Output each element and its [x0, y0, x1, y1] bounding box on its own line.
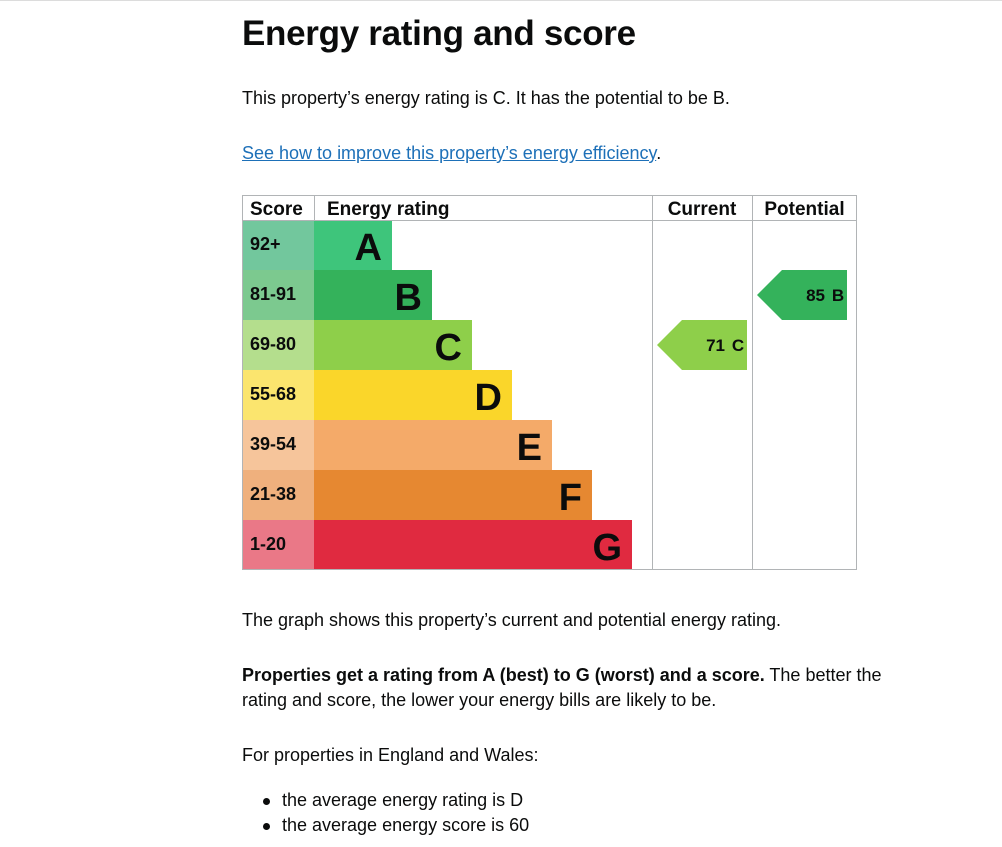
score-range-c: 69-80 [250, 334, 296, 354]
score-range-e: 39-54 [250, 434, 296, 454]
score-range-d: 55-68 [250, 384, 296, 404]
rating-bar-a [314, 220, 392, 270]
rating-bar-f [314, 470, 592, 520]
score-range-a: 92+ [250, 234, 281, 254]
score-cell-c [242, 320, 314, 370]
rating-letter-a: A [355, 227, 382, 269]
rating-bar-c [314, 320, 472, 370]
improve-paragraph: See how to improve this property’s energ… [242, 141, 882, 166]
chart-border [242, 195, 857, 570]
score-cell-g [242, 520, 314, 570]
rating-bar-b [314, 270, 432, 320]
rating-explainer: Properties get a rating from A (best) to… [242, 663, 882, 713]
region-note: For properties in England and Wales: [242, 745, 539, 765]
rating-intro: This property’s energy rating is C. It h… [242, 88, 730, 108]
averages-list: the average energy rating is D the avera… [242, 788, 529, 838]
rating-bar-d [314, 370, 512, 420]
average-score-item: the average energy score is 60 [242, 813, 529, 838]
rating-letter-g: G [592, 527, 622, 569]
potential-header: Potential [764, 199, 844, 220]
potential-rating-arrow [757, 270, 847, 320]
score-cell-d [242, 370, 314, 420]
rating-bar-g [314, 520, 632, 570]
rating-letter-f: F [559, 477, 582, 519]
energy-rating-chart: 92+ A 81-91 B 69-80 C 55-68 D 39-54 E 21-38 F 1-20 G S… [242, 195, 857, 570]
rating-letter-b: B [395, 277, 422, 319]
improve-efficiency-link[interactable]: See how to improve this property’s energ… [242, 143, 657, 163]
score-header: Score [250, 199, 303, 220]
energy-rating-header: Energy rating [327, 199, 449, 220]
average-rating-item: the average energy rating is D [242, 788, 529, 813]
current-header: Current [668, 199, 737, 220]
top-divider [0, 0, 1002, 1]
score-cell-b [242, 270, 314, 320]
rating-letter-c: C [435, 327, 462, 369]
current-band-label: C [732, 336, 744, 355]
score-range-b: 81-91 [250, 284, 296, 304]
rating-letter-e: E [517, 427, 542, 469]
page-title: Energy rating and score [242, 14, 636, 53]
potential-score-label: 85 [806, 286, 825, 305]
improve-link-suffix: . [656, 143, 662, 163]
rating-explainer-rest: The better the rating and score, the low… [242, 665, 882, 710]
current-score-label: 71 [706, 336, 725, 355]
graph-note: The graph shows this property’s current … [242, 610, 781, 630]
score-range-f: 21-38 [250, 484, 296, 504]
rating-bar-e [314, 420, 552, 470]
score-cell-e [242, 420, 314, 470]
score-cell-a [242, 220, 314, 270]
current-rating-arrow [657, 320, 747, 370]
rating-explainer-bold: Properties get a rating from A (best) to… [242, 665, 765, 685]
score-range-g: 1-20 [250, 534, 286, 554]
rating-letter-d: D [475, 377, 502, 419]
score-cell-f [242, 470, 314, 520]
potential-band-label: B [832, 286, 844, 305]
